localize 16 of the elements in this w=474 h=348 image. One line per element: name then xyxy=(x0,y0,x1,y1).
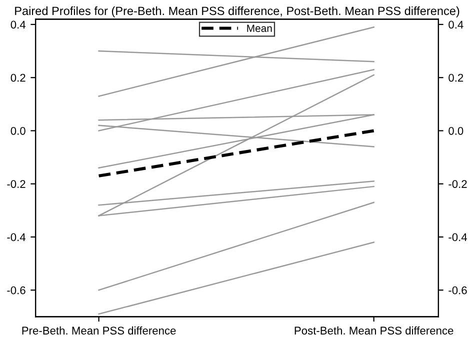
y-tick-label: -0.6 xyxy=(7,286,26,294)
y-tick-label: 0.2 xyxy=(10,74,26,82)
y2-tick-label: -0.2 xyxy=(448,180,467,188)
chart-title: Paired Profiles for (Pre-Beth. Mean PSS difference, Post-Beth. Mean PSS difference) xyxy=(15,6,460,18)
y2-tick-label: -0.6 xyxy=(448,286,467,294)
legend-label: Mean xyxy=(247,24,272,32)
x-tick-label: Post-Beth. Mean PSS difference xyxy=(294,326,454,335)
y-tick-label: -0.2 xyxy=(7,180,26,188)
y-tick-label: 0.0 xyxy=(10,126,26,135)
y2-tick-label: 0.4 xyxy=(448,20,464,29)
y2-tick-label: 0.2 xyxy=(448,74,464,82)
x-tick-label: Pre-Beth. Mean PSS difference xyxy=(22,326,176,335)
y2-tick-label: 0.0 xyxy=(448,126,464,135)
y-tick-label: -0.4 xyxy=(7,233,26,242)
y2-tick-label: -0.4 xyxy=(448,233,467,242)
y-tick-label: 0.4 xyxy=(10,20,26,29)
